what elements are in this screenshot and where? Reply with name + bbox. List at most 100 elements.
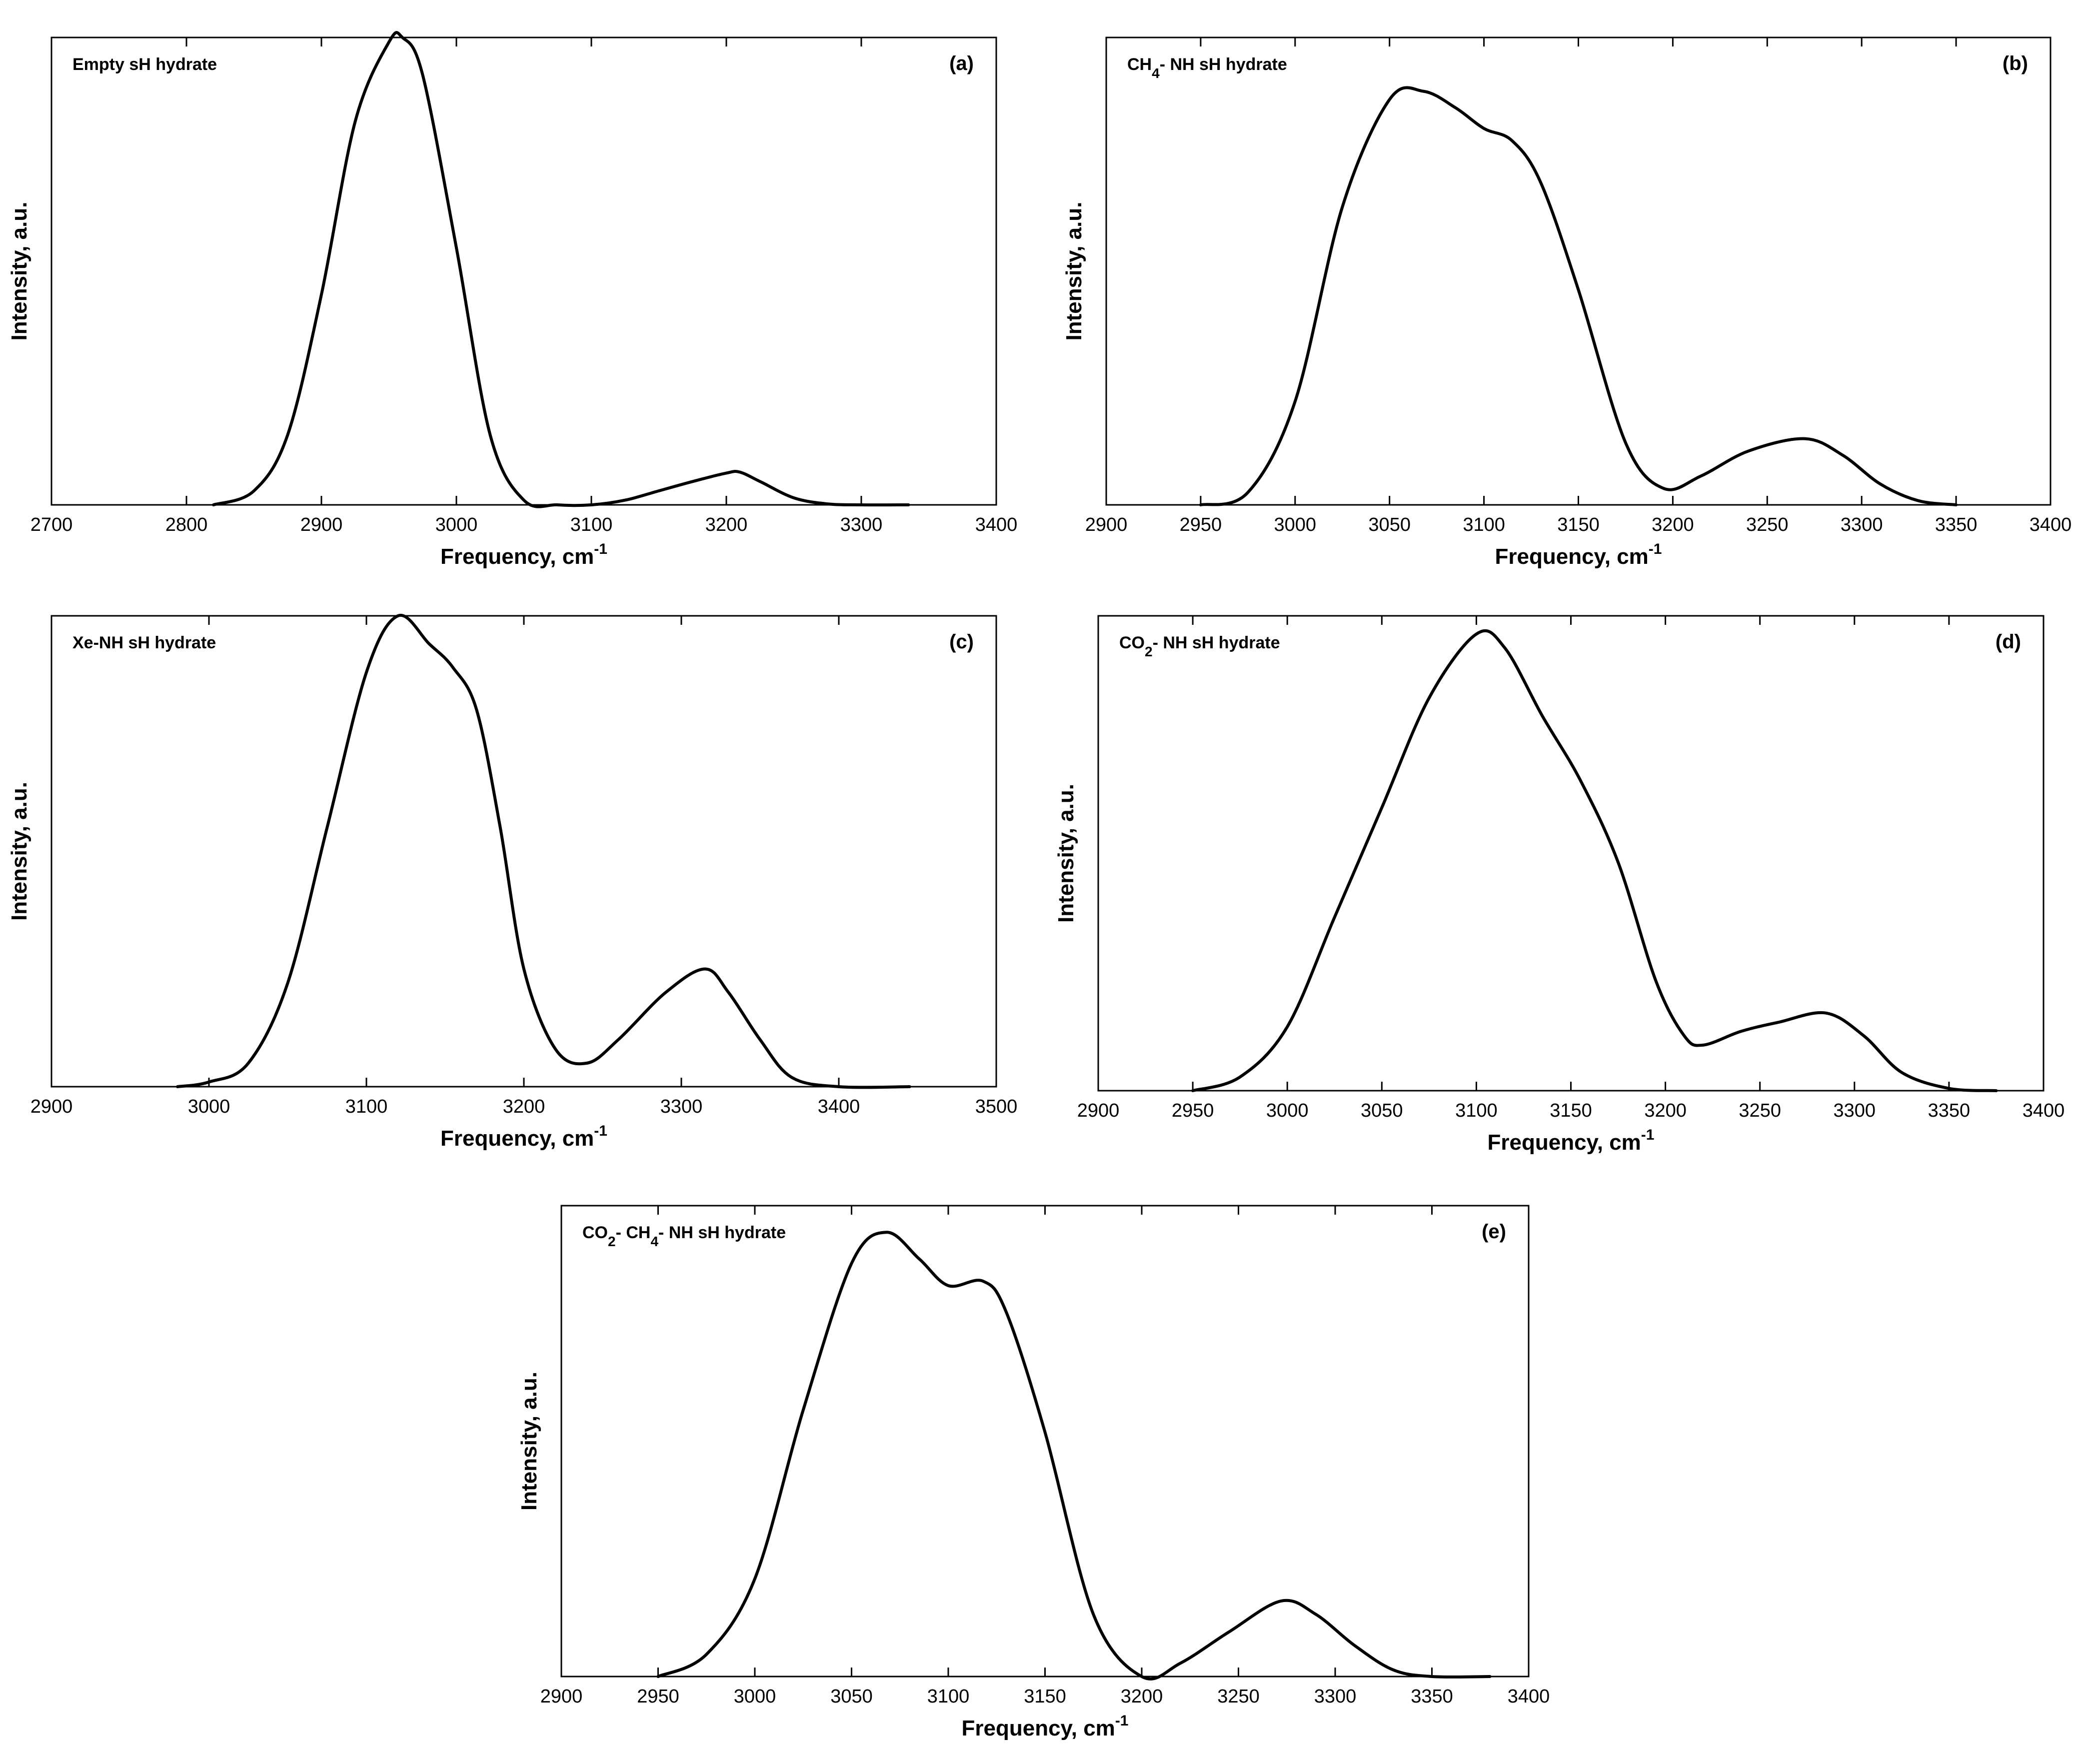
x-axis-label-superscript: -1: [594, 1123, 607, 1139]
x-tick-label: 3300: [840, 514, 883, 535]
x-tick-label: 3200: [1652, 514, 1694, 535]
chart-svg-c: 2900 3000 3100 3200 3300 3400 3500 Frequency, c…: [7, 613, 1018, 1151]
series-line: [1191, 629, 1998, 1092]
series-line: [176, 613, 911, 1089]
x-tick-label: 2950: [1172, 1100, 1214, 1121]
panel-title: CO2- CH4- NH sH hydrate: [582, 1223, 786, 1249]
panel-title: CO2- NH sH hydrate: [1119, 633, 1280, 659]
y-axis-label: Intensity, a.u.: [517, 1372, 541, 1511]
chart-svg-d: 2900 2950 3000 3050 3100 3150 3200 3250 3300 3350…: [1054, 615, 2065, 1155]
x-tick-label: 3250: [1739, 1100, 1781, 1121]
y-axis-label: Intensity, a.u.: [7, 782, 31, 921]
x-tick-label: 3500: [975, 1096, 1018, 1117]
x-tick-label: 3000: [1274, 514, 1317, 535]
chart-panel-e: 2900 2950 3000 3050 3100 3150 3200 3250 3300 3350…: [500, 1170, 1588, 1764]
y-axis-label: Intensity, a.u.: [7, 202, 31, 341]
chart-svg-e: 2900 2950 3000 3050 3100 3150 3200 3250 3300 3350…: [517, 1205, 1550, 1741]
x-tick-label: 3350: [1928, 1100, 1971, 1121]
plot-frame: [1105, 36, 2052, 506]
x-tick-label: 2900: [30, 1096, 73, 1117]
chart-panel-d: 2900 2950 3000 3050 3100 3150 3200 3250 3300 3350…: [1044, 585, 2088, 1170]
x-axis-label: Frequency, cm-1: [440, 541, 607, 569]
x-tick-label: 3200: [1644, 1100, 1687, 1121]
x-tick-label: 3400: [1508, 1686, 1550, 1707]
panel-title-text: CO: [1119, 633, 1145, 652]
x-tick-label: 3400: [2030, 514, 2072, 535]
x-tick-label: 3200: [503, 1096, 545, 1117]
x-axis-label-text: Frequency, cm: [440, 544, 594, 569]
x-tick-label: 2700: [30, 514, 73, 535]
x-axis-label-text: Frequency, cm: [962, 1716, 1115, 1741]
x-tick-label: 3300: [1834, 1100, 1876, 1121]
x-tick-label: 2950: [637, 1686, 679, 1707]
x-tick-label: 3200: [1121, 1686, 1163, 1707]
x-tick-label: 3150: [1557, 514, 1600, 535]
x-axis-label-superscript: -1: [1649, 541, 1662, 557]
panel-title-text: - NH sH hydrate: [658, 1223, 786, 1242]
x-axis-label: Frequency, cm-1: [962, 1713, 1129, 1741]
x-tick-label: 3350: [1935, 514, 1978, 535]
x-axis-label: Frequency, cm-1: [1488, 1127, 1655, 1155]
x-axis-label-superscript: -1: [594, 541, 607, 557]
panel-label: (d): [1996, 631, 2021, 653]
panel-label: (a): [949, 52, 974, 74]
x-axis-label-text: Frequency, cm: [440, 1126, 594, 1151]
x-tick-label: 3150: [1024, 1686, 1066, 1707]
chart-svg-a: 2700 2800 2900 3000 3100 3200 3300 3400 Frequenc…: [7, 31, 1017, 569]
x-tick-label: 2950: [1180, 514, 1222, 535]
panel-title: Xe-NH sH hydrate: [72, 633, 216, 652]
x-tick-label: 3000: [435, 514, 478, 535]
x-tick-label: 3100: [570, 514, 613, 535]
panel-title-subscript: 2: [608, 1234, 616, 1249]
chart-svg-b: 2900 2950 3000 3050 3100 3150 3200 3250 3300 3350…: [1062, 36, 2072, 569]
x-axis-label-text: Frequency, cm: [1495, 544, 1649, 569]
x-tick-label: 2900: [540, 1686, 583, 1707]
x-tick-label: 3100: [1455, 1100, 1498, 1121]
x-tick-label: 2900: [1085, 514, 1128, 535]
plot-frame: [1097, 615, 2045, 1092]
x-tick-label: 2800: [165, 514, 208, 535]
x-tick-label: 3250: [1217, 1686, 1260, 1707]
panel-title-text: - NH sH hydrate: [1160, 55, 1287, 74]
panel-label: (b): [2003, 52, 2028, 74]
x-tick-label: 3400: [2023, 1100, 2065, 1121]
x-tick-label: 3200: [705, 514, 748, 535]
plot-frame: [50, 36, 997, 506]
x-tick-label: 3350: [1411, 1686, 1453, 1707]
x-tick-label: 2900: [1077, 1100, 1120, 1121]
series-line: [656, 1231, 1492, 1681]
panel-label: (e): [1482, 1221, 1506, 1243]
x-axis-label-superscript: -1: [1115, 1713, 1129, 1729]
x-tick-label: 3300: [660, 1096, 703, 1117]
panel-label: (c): [949, 631, 974, 653]
panel-title-text: CO: [582, 1223, 608, 1242]
panel-title-text: - CH: [616, 1223, 651, 1242]
x-tick-label: 3100: [345, 1096, 388, 1117]
x-axis-label-text: Frequency, cm: [1488, 1130, 1641, 1155]
y-axis-label: Intensity, a.u.: [1054, 784, 1078, 923]
x-tick-label: 3000: [188, 1096, 230, 1117]
x-tick-label: 3100: [927, 1686, 970, 1707]
series-line: [1199, 86, 1958, 506]
panel-title-subscript: 4: [1152, 65, 1160, 81]
panel-title-text: Xe-NH sH hydrate: [72, 633, 216, 652]
x-tick-label: 2900: [300, 514, 343, 535]
plot-frame: [50, 615, 997, 1088]
x-tick-label: 3400: [818, 1096, 860, 1117]
x-tick-label: 3050: [1368, 514, 1411, 535]
chart-panel-c: 2900 3000 3100 3200 3300 3400 3500 Frequency, c…: [0, 585, 1044, 1170]
y-axis-label: Intensity, a.u.: [1062, 202, 1086, 341]
panel-title-text: - NH sH hydrate: [1153, 633, 1280, 652]
x-tick-label: 3250: [1746, 514, 1789, 535]
x-tick-label: 3150: [1550, 1100, 1592, 1121]
panel-title-text: Empty sH hydrate: [72, 55, 217, 74]
x-tick-label: 3000: [734, 1686, 776, 1707]
x-tick-label: 3300: [1314, 1686, 1357, 1707]
panel-title-text: CH: [1127, 55, 1152, 74]
chart-panel-a: 2700 2800 2900 3000 3100 3200 3300 3400 Frequenc…: [0, 0, 1044, 585]
x-tick-label: 3300: [1841, 514, 1883, 535]
series-line: [212, 31, 910, 508]
x-tick-label: 3050: [830, 1686, 873, 1707]
x-axis-label: Frequency, cm-1: [1495, 541, 1662, 569]
plot-frame: [560, 1205, 1530, 1678]
